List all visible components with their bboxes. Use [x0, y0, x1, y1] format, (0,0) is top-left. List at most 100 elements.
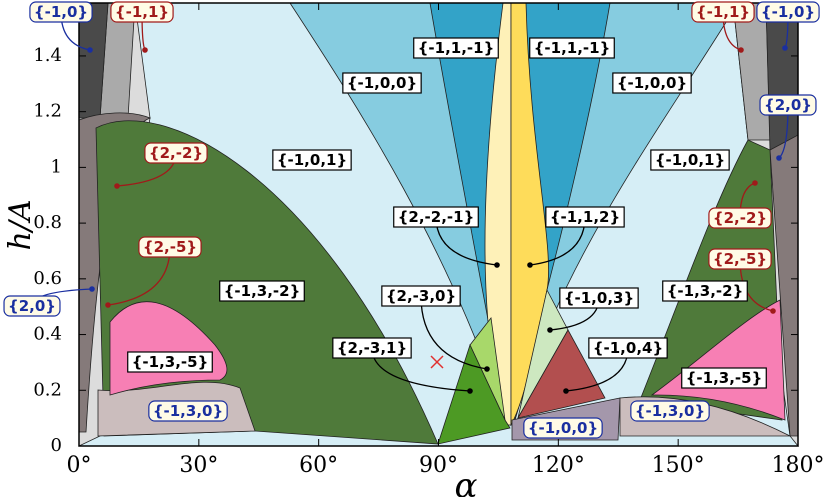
annotation-label: {-1,1,2} [550, 208, 620, 226]
leader-dot [467, 388, 473, 394]
annotation-label: {-1,1} [696, 3, 750, 21]
label-box [148, 400, 228, 422]
annotation: {-1,0,4} [563, 337, 668, 394]
annotation-label: {-1,0,0} [528, 419, 598, 437]
annotation: {2,-3,0} [381, 285, 490, 372]
x-axis-label: α [455, 466, 478, 497]
annotation: {-1,3,-5} [127, 351, 213, 373]
annotation-label: {-1,0,0} [347, 74, 417, 92]
x-tick-label: 30° [179, 453, 218, 478]
x-tick-label: 180° [772, 453, 825, 478]
annotation: {2,-5} [105, 236, 202, 308]
annotation: {-1,3,0} [148, 400, 228, 422]
label-box [691, 1, 755, 23]
annotation: {-1,0,1} [272, 149, 352, 171]
annotation-label: {2,-5} [143, 238, 197, 256]
annotation: {-1,1,-1} [529, 37, 615, 59]
leader-dot [547, 327, 553, 333]
annotation-label: {2,-2} [149, 144, 203, 162]
label-box [413, 37, 499, 59]
y-tick-label: 0.2 [33, 379, 62, 400]
leader-dot [770, 308, 776, 314]
annotation: {2,-3,1} [332, 337, 473, 394]
y-tick-label: 0.8 [33, 212, 62, 233]
x-tick-label: 0° [67, 453, 92, 478]
annotation-label: {2,-2,-1} [398, 208, 475, 226]
y-tick-label: 1.2 [33, 101, 62, 122]
x-tick-label: 120° [532, 453, 585, 478]
region [437, 343, 511, 445]
label-box [127, 351, 213, 373]
annotation-label: {-1,3,0} [635, 402, 705, 420]
marker-x [430, 355, 444, 369]
annotation: {-1,0,1} [650, 149, 730, 171]
annotation: {-1,3,-2} [662, 280, 748, 302]
label-box [219, 280, 305, 302]
y-axis-label: h/A [3, 199, 38, 250]
label-box [612, 72, 692, 94]
annotation-label: {-1,1,-1} [418, 39, 495, 57]
annotation-label: {-1,3,-2} [667, 282, 744, 300]
y-tick-label: 0 [51, 435, 62, 456]
annotation: {-1,3,-5} [681, 367, 767, 389]
leader-dot [776, 155, 782, 161]
annotation: {-1,0,3} [547, 287, 639, 333]
annotation: {-1,1} [110, 1, 174, 53]
leader-dot [114, 183, 120, 189]
y-tick-label: 0.4 [33, 324, 62, 345]
annotation-label: {-1,3,-2} [224, 282, 301, 300]
annotation: {-1,1,-1} [413, 37, 499, 59]
annotation: {-1,0} [29, 1, 93, 53]
annotation-label: {-1,3,0} [153, 402, 223, 420]
y-tick-label: 0.6 [33, 268, 62, 289]
annotation: {2,-2,-1} [393, 206, 500, 268]
label-box [662, 280, 748, 302]
annotation-label: {-1,0,0} [617, 74, 687, 92]
annotation-label: {-1,0,3} [564, 289, 634, 307]
annotation-label: {-1,0,1} [277, 151, 347, 169]
x-tick-label: 150° [652, 453, 705, 478]
leader-dot [494, 262, 500, 268]
label-box [138, 236, 202, 258]
annotation-label: {2,-3,0} [386, 287, 456, 305]
label-box [393, 206, 479, 228]
x-tick-label: 90° [419, 453, 458, 478]
region [517, 329, 606, 419]
annotation: {-1,0,0} [342, 72, 422, 94]
label-box [681, 367, 767, 389]
leader-dot [738, 47, 744, 53]
label-box [29, 1, 93, 23]
annotation: {-1,1} [691, 1, 755, 53]
label-box [545, 206, 625, 228]
region [650, 299, 786, 421]
x-tick-label: 60° [299, 453, 338, 478]
annotation-label: {2,0} [8, 297, 56, 315]
leader-dot [752, 180, 758, 186]
label-box [588, 337, 668, 359]
annotation: {-1,0} [756, 1, 820, 51]
annotation-label: {2,-5} [713, 250, 767, 268]
annotation: {-1,1,2} [527, 206, 625, 268]
annotation-label: {-1,0,1} [655, 151, 725, 169]
leader-dot [142, 47, 148, 53]
annotation-label: {-1,1,-1} [534, 39, 611, 57]
label-box [708, 207, 772, 229]
label-box [3, 295, 61, 317]
annotation-label: {2,-3,1} [337, 339, 407, 357]
annotation-label: {-1,3,-5} [132, 353, 209, 371]
annotation: {2,0} [759, 94, 817, 161]
leader-dot [105, 302, 111, 308]
annotation: {-1,0,0} [612, 72, 692, 94]
annotation-label: {-1,3,-5} [686, 369, 763, 387]
annotation-label: {-1,0,4} [593, 339, 663, 357]
annotation: {2,-5} [708, 248, 776, 314]
leader-dot [527, 262, 533, 268]
label-box [630, 400, 710, 422]
annotation: {2,0} [3, 286, 95, 317]
label-box [650, 149, 730, 171]
label-box [529, 37, 615, 59]
label-box [708, 248, 772, 270]
label-box [523, 417, 603, 439]
annotation-label: {-1,0} [761, 3, 815, 21]
label-box [759, 94, 817, 116]
